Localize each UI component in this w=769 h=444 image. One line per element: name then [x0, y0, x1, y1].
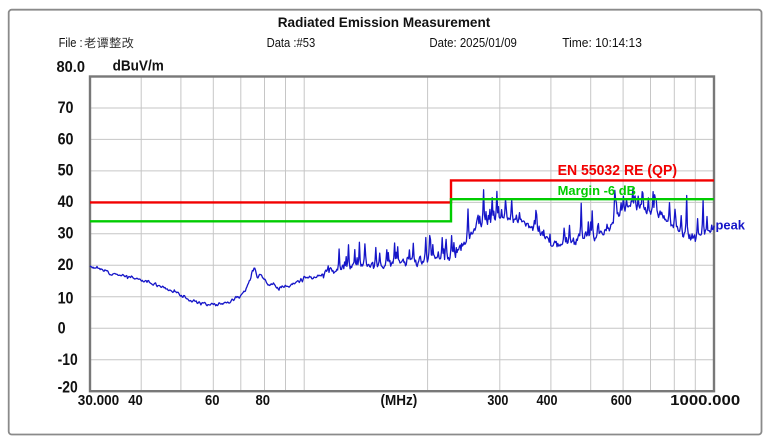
svg-text:dBuV/m: dBuV/m: [113, 58, 164, 74]
svg-text:60: 60: [58, 129, 74, 148]
svg-text:File :: File :: [59, 35, 83, 50]
svg-text:40: 40: [58, 192, 74, 211]
svg-text:600: 600: [611, 393, 632, 409]
svg-text:10: 10: [58, 289, 74, 308]
svg-text:Radiated Emission Measurement: Radiated Emission Measurement: [278, 15, 491, 30]
svg-text:Margin -6 dB: Margin -6 dB: [558, 183, 636, 198]
svg-text:1000.000: 1000.000: [670, 393, 740, 409]
svg-text:(MHz): (MHz): [381, 393, 418, 409]
svg-text:80.0: 80.0: [57, 59, 86, 76]
svg-text:30: 30: [58, 224, 74, 243]
svg-text:40: 40: [128, 393, 143, 409]
svg-text:20: 20: [58, 255, 74, 274]
svg-text:70: 70: [58, 98, 74, 117]
svg-text:60: 60: [205, 393, 220, 409]
svg-text:Time: 10:14:13: Time: 10:14:13: [562, 35, 642, 50]
svg-text:peak: peak: [716, 218, 746, 233]
svg-text:Date: 2025/01/09: Date: 2025/01/09: [429, 35, 517, 50]
svg-text:30.000: 30.000: [78, 393, 119, 409]
svg-text:Data :#53: Data :#53: [267, 35, 316, 50]
svg-text:-10: -10: [58, 350, 78, 369]
svg-text:300: 300: [487, 393, 508, 409]
svg-text:-20: -20: [58, 377, 78, 396]
svg-text:50: 50: [58, 161, 74, 180]
svg-text:0: 0: [58, 318, 66, 337]
svg-text:400: 400: [537, 393, 558, 409]
svg-text:80: 80: [256, 393, 271, 409]
svg-text:EN 55032 RE (QP): EN 55032 RE (QP): [558, 163, 678, 179]
